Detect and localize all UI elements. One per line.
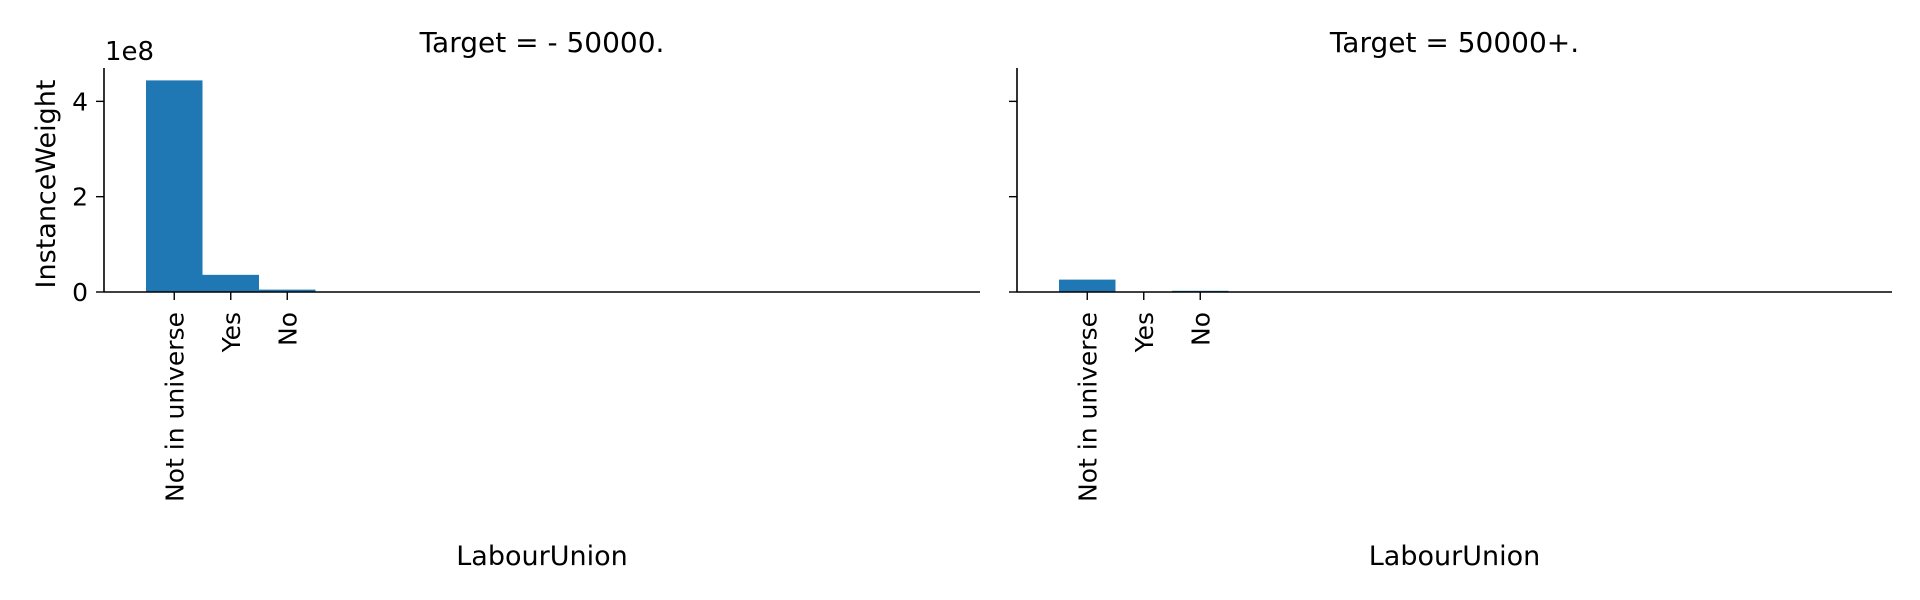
x-tick-label: Yes — [1130, 312, 1159, 353]
x-tick-label: No — [1186, 312, 1215, 346]
y-tick-label: 4 — [72, 87, 88, 116]
y-tick-label: 0 — [72, 278, 88, 307]
bar-yes — [202, 274, 259, 292]
x-tick-label: No — [273, 312, 302, 346]
x-axis-label: LabourUnion — [456, 541, 627, 572]
x-axis-label: LabourUnion — [1369, 541, 1540, 572]
panel-1: Target = - 50000. 0 2 4 Not in universe Yes No… — [72, 26, 980, 572]
x-tick-label: Not in universe — [1073, 312, 1102, 502]
y-axis-offset-label: 1e8 — [105, 37, 154, 67]
panel-title: Target = - 50000. — [419, 26, 665, 59]
x-tick-label: Not in universe — [160, 312, 189, 502]
panel-2: Target = 50000+. Not in universe Yes No Labo… — [1009, 26, 1892, 572]
bar-not-in-universe — [1059, 279, 1116, 292]
chart-panels: Target = - 50000. 0 2 4 Not in universe Yes No… — [72, 26, 1892, 572]
x-tick-label: Yes — [217, 312, 246, 353]
y-tick-label: 2 — [72, 183, 88, 212]
bar-no — [259, 289, 316, 292]
panel-title: Target = 50000+. — [1329, 26, 1579, 59]
y-axis-label: InstanceWeight — [31, 80, 62, 289]
bar-not-in-universe — [146, 80, 203, 293]
